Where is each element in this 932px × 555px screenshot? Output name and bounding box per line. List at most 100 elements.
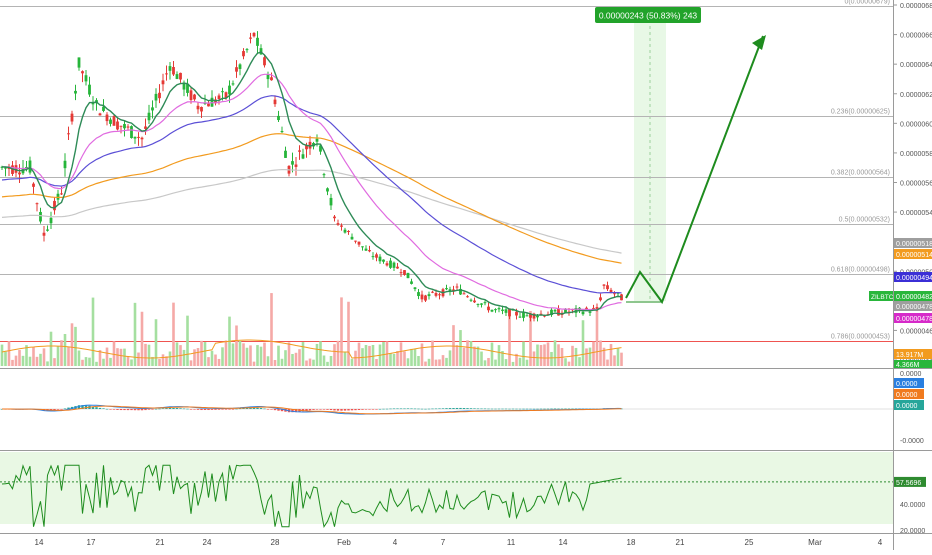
volume-bar [452,325,455,366]
candle-body [46,229,49,231]
macd-histogram-bar [207,409,210,411]
macd-histogram-bar [273,409,277,411]
candle-body [277,115,280,121]
volume-bar [245,347,249,366]
candle-body [490,309,494,312]
candle-body [147,112,151,121]
macd-histogram-bar [77,405,81,409]
macd-histogram-bar [347,409,350,411]
macd-histogram-bar [63,408,67,410]
volume-bar [109,357,112,366]
volume-bar [350,358,354,366]
volume-bar [620,352,623,366]
candle-body [74,90,77,94]
macd-badge-label: 0.0000 [896,381,918,388]
macd-histogram-bar [525,408,529,410]
volume-bar [200,340,203,366]
price-badge-label: 0.00000518 [896,241,932,248]
volume-bar [266,356,270,366]
volume-bar [186,315,189,366]
macd-histogram-bar [546,408,550,410]
candle-body [161,80,165,85]
candle-body [84,75,88,82]
macd-histogram-bar [242,408,245,409]
macd-histogram-bar [343,409,347,411]
candle-body [354,240,357,242]
macd-histogram-bar [231,409,235,410]
time-tick-label: 28 [271,538,280,547]
rsi-tick-label: 20.0000 [900,528,925,535]
candle-body [553,309,557,312]
macd-histogram-bar [522,408,525,410]
candle-body [158,92,161,99]
volume-bar [364,344,368,366]
candle-body [207,103,210,107]
candle-body [385,263,389,266]
macd-histogram-bar [126,409,130,411]
candle-body [620,294,623,301]
candle-body [32,183,35,187]
candle-body [221,91,224,93]
candle-body [63,160,67,169]
candle-body [151,107,154,111]
macd-histogram-bar [175,408,179,409]
price-badge-label: 0.00000478 [896,316,932,323]
macd-histogram-bar [385,408,389,410]
candle-body [256,37,259,46]
candle-body [88,84,91,95]
macd-histogram-bar [245,408,249,409]
fib-level-label: 0.786(0.00000453) [831,334,890,341]
candle-body [487,306,490,311]
candle-body [403,270,406,275]
macd-histogram-bar [147,409,151,410]
volume-bar [203,342,207,366]
price-pane[interactable] [0,0,893,367]
volume-bar [133,302,137,366]
candle-body [410,281,413,284]
volume-bar [546,342,550,366]
candle-body [105,114,109,122]
candle-body [455,286,459,288]
price-badge-label: 0.00000478 [896,304,932,311]
macd-histogram-bar [151,409,154,410]
volume-bar [46,361,49,366]
candle-body [368,250,371,252]
macd-histogram-bar [350,409,354,411]
volume-bar [539,345,543,366]
time-tick-label: 24 [203,538,212,547]
macd-histogram-bar [550,408,553,410]
candle-body [56,193,60,200]
price-badge-label: 0.00000482 [896,294,932,301]
macd-histogram-bar [399,408,403,410]
time-tick-label: 21 [676,538,685,547]
volume-ma-label: 13.917M [896,352,923,359]
macd-badge [894,400,924,410]
volume-bar [158,358,161,366]
macd-histogram-bar [270,409,273,410]
time-tick-label: 4 [393,538,398,547]
macd-histogram-bar [81,405,84,409]
candle-body [172,66,175,75]
volume-bar [144,343,147,366]
macd-badge-label: 0.0000 [896,403,918,410]
volume-bar [459,330,462,366]
projection-path [625,35,764,305]
volume-bar [161,354,165,366]
volume-bar [389,353,392,366]
macd-histogram-bar [431,408,434,410]
candle-body [270,77,273,81]
macd-histogram-bar [154,408,158,410]
volume-bar [588,347,592,366]
macd-histogram-bar [249,407,252,409]
volume-bar [207,357,210,366]
volume-bar [441,355,445,366]
candle-body [186,84,189,93]
candle-body [109,119,112,124]
